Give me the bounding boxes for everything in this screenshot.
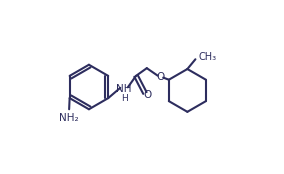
Text: NH: NH <box>116 84 132 94</box>
Text: CH₃: CH₃ <box>199 52 217 62</box>
Text: O: O <box>157 72 165 82</box>
Text: NH₂: NH₂ <box>59 113 79 123</box>
Text: O: O <box>144 90 152 100</box>
Text: H: H <box>121 94 128 103</box>
